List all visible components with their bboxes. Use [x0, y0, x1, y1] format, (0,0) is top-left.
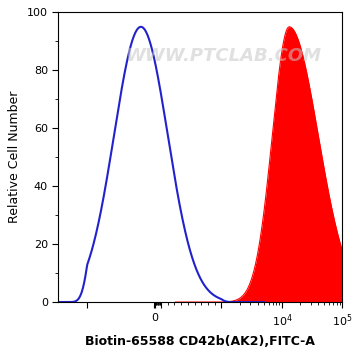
Text: WWW.PTCLAB.COM: WWW.PTCLAB.COM — [125, 47, 321, 65]
X-axis label: Biotin-65588 CD42b(AK2),FITC-A: Biotin-65588 CD42b(AK2),FITC-A — [86, 335, 315, 348]
Y-axis label: Relative Cell Number: Relative Cell Number — [8, 91, 21, 224]
